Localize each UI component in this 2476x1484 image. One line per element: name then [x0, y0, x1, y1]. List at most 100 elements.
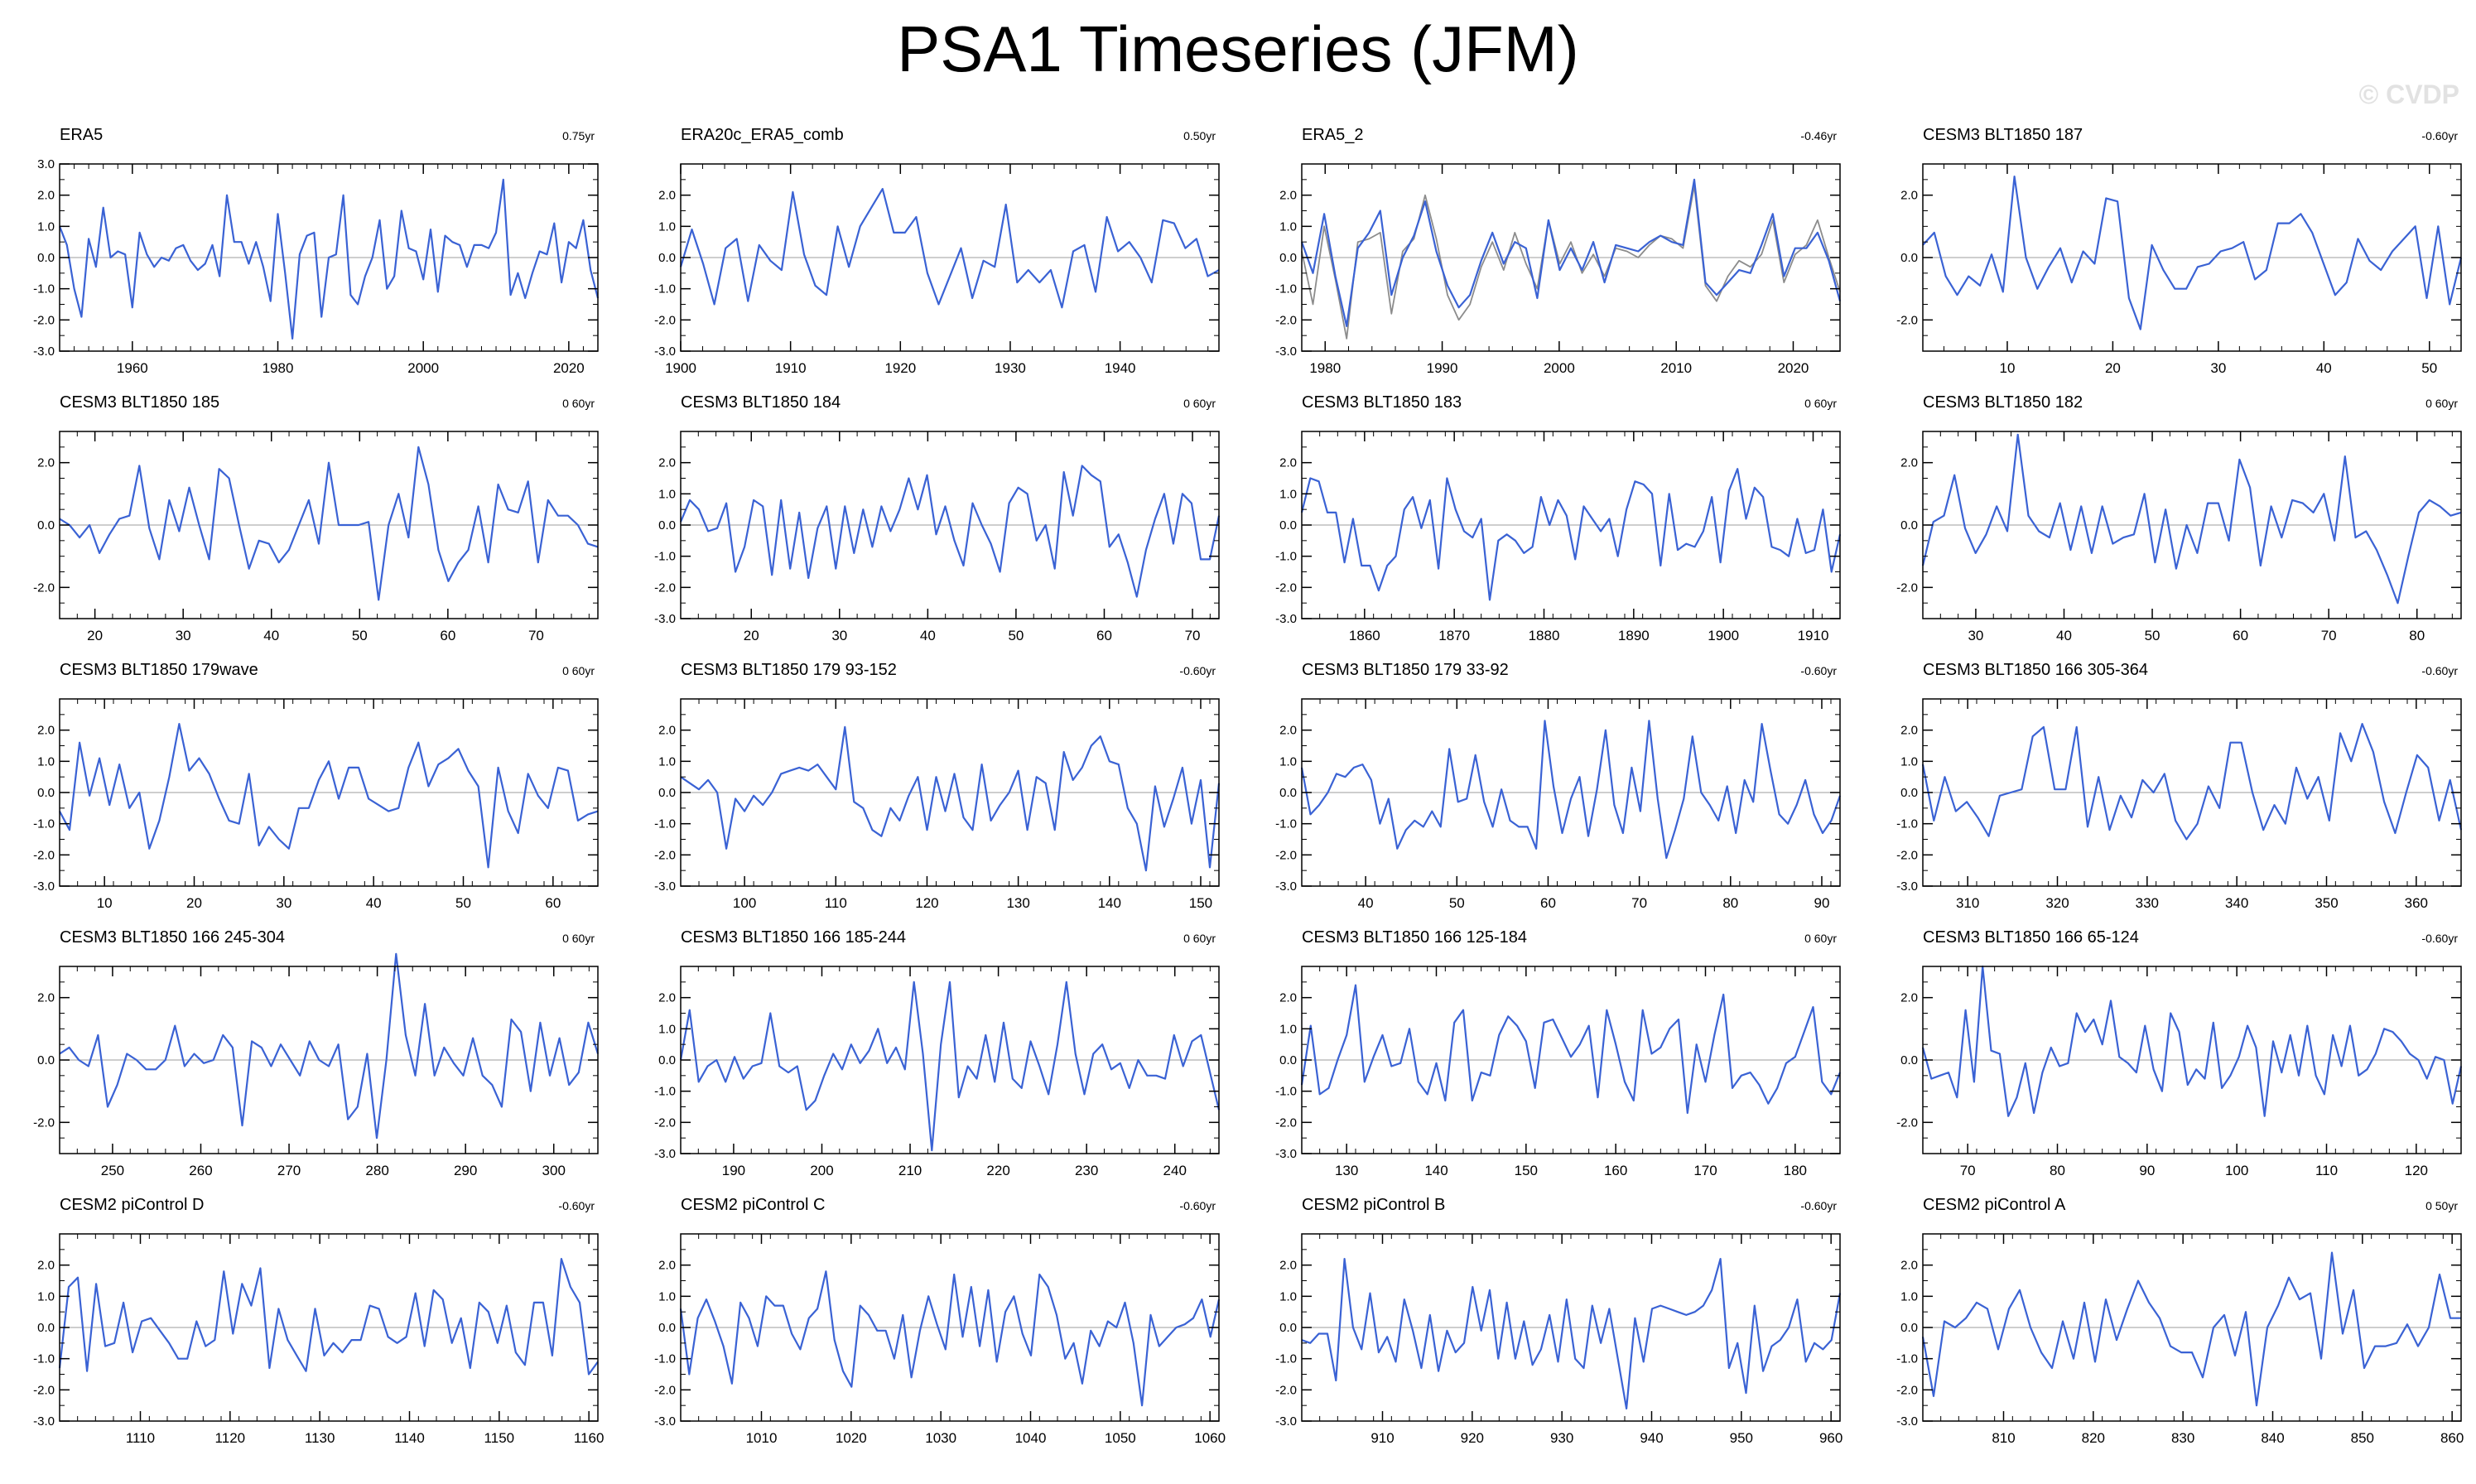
- x-tick-label: 1160: [574, 1430, 605, 1446]
- y-tick-label: -1.0: [1275, 550, 1297, 564]
- y-tick-label: -3.0: [654, 1414, 676, 1429]
- y-tick-label: 1.0: [1279, 487, 1297, 501]
- x-tick-label: 20: [744, 628, 759, 643]
- y-tick-label: 0.0: [1279, 518, 1297, 532]
- x-tick-label: 230: [1075, 1163, 1098, 1178]
- line-chart: 100 110 120 130 140 150 -3.0 -2.0 -1.0 0.0 1.0 2.0: [654, 698, 1221, 911]
- y-tick-label: 2.0: [1900, 189, 1918, 203]
- x-tick-label: 190: [722, 1163, 745, 1178]
- x-tick-label: 40: [2056, 628, 2072, 643]
- line-chart: 250 260 270 280 290 300 -2.0 0.0 2.0: [33, 952, 600, 1178]
- panel-title: CESM2 piControl D: [60, 1196, 205, 1214]
- y-tick-label: -3.0: [1275, 344, 1297, 359]
- y-tick-label: 0.0: [1279, 1321, 1297, 1335]
- trend-label: 0 60yr: [562, 664, 595, 677]
- y-tick-label: 2.0: [37, 1259, 55, 1273]
- x-tick-label: 340: [2225, 895, 2248, 911]
- y-tick-label: 1.0: [1279, 754, 1297, 768]
- y-tick-label: 1.0: [658, 487, 676, 501]
- timeseries-panel: CESM2 piControl A 0 50yr 810 820 830 840 850 86…: [1896, 1194, 2476, 1459]
- y-tick-label: -2.0: [33, 1115, 55, 1130]
- x-tick-label: 2000: [1544, 360, 1575, 376]
- x-tick-label: 1130: [305, 1430, 335, 1446]
- series-line: [1300, 178, 1842, 327]
- line-chart: 10 20 30 40 50 60 -3.0 -2.0 -1.0 0.0 1.0 2.0: [33, 698, 599, 911]
- x-tick-label: 1030: [925, 1430, 956, 1446]
- x-tick-label: 1880: [1529, 628, 1560, 643]
- y-tick-label: -2.0: [33, 1383, 55, 1397]
- y-tick-label: -1.0: [1275, 1352, 1297, 1366]
- y-tick-label: 2.0: [37, 456, 55, 470]
- panel-title: CESM3 BLT1850 179wave: [60, 661, 258, 679]
- y-tick-label: -2.0: [654, 1115, 676, 1130]
- y-tick-label: -2.0: [33, 581, 55, 595]
- timeseries-panel: CESM2 piControl C -0.60yr 1010 1020 1030 1040…: [654, 1194, 1250, 1459]
- x-tick-label: 150: [1189, 895, 1212, 911]
- y-tick-label: 0.0: [1279, 251, 1297, 265]
- trend-label: -0.60yr: [1179, 664, 1216, 677]
- x-tick-label: 150: [1515, 1163, 1538, 1178]
- y-tick-label: 2.0: [37, 724, 55, 738]
- x-tick-label: 80: [1722, 895, 1738, 911]
- y-tick-label: 0.0: [1279, 1053, 1297, 1067]
- x-tick-label: 1050: [1105, 1430, 1136, 1446]
- y-tick-label: 0.0: [37, 786, 55, 800]
- x-tick-label: 20: [186, 895, 202, 911]
- x-tick-label: 90: [2139, 1163, 2155, 1178]
- x-tick-label: 1910: [1798, 628, 1829, 643]
- x-tick-label: 1870: [1438, 628, 1470, 643]
- trend-label: -0.60yr: [1800, 664, 1837, 677]
- x-tick-label: 910: [1370, 1430, 1394, 1446]
- y-tick-label: 0.0: [37, 1053, 55, 1067]
- series-line: [59, 722, 599, 869]
- y-tick-label: 0.0: [37, 518, 55, 532]
- y-tick-label: 0.0: [1279, 786, 1297, 800]
- y-tick-label: 1.0: [1279, 219, 1297, 234]
- x-tick-label: 1150: [484, 1430, 515, 1446]
- panel-title: CESM3 BLT1850 185: [60, 393, 220, 412]
- y-tick-label: 0.0: [1900, 1053, 1918, 1067]
- x-tick-label: 1990: [1427, 360, 1458, 376]
- x-tick-label: 260: [189, 1163, 212, 1178]
- y-tick-label: -3.0: [1896, 879, 1918, 894]
- timeseries-panel: CESM3 BLT1850 183 0 60yr 1860 1870 1880 1890 1…: [1275, 392, 1871, 657]
- x-tick-label: 960: [1819, 1430, 1843, 1446]
- x-tick-label: 1980: [1309, 360, 1341, 376]
- timeseries-panel: CESM3 BLT1850 179wave 0 60yr 10 20 30 40 50 60 -…: [33, 659, 629, 924]
- x-tick-label: 60: [1096, 628, 1112, 643]
- series-line: [679, 1270, 1221, 1407]
- x-tick-label: 120: [915, 895, 938, 911]
- y-tick-label: -1.0: [1275, 817, 1297, 831]
- line-chart: 190 200 210 220 230 240 -3.0 -2.0 -1.0 0.0 1.0 2.0: [654, 966, 1221, 1178]
- x-tick-label: 10: [97, 895, 113, 911]
- y-tick-label: 1.0: [658, 219, 676, 234]
- line-chart: 40 50 60 70 80 90 -3.0 -2.0 -1.0 0.0 1.0 2.0: [1275, 698, 1842, 911]
- x-tick-label: 50: [2421, 360, 2437, 376]
- y-tick-label: -2.0: [654, 848, 676, 862]
- panel-title: CESM3 BLT1850 166 65-124: [1923, 928, 2139, 947]
- line-chart: 1010 1020 1030 1040 1050 1060 -3.0 -2.0 -1.0 0.0 1…: [654, 1233, 1226, 1446]
- y-tick-label: -3.0: [1275, 1414, 1297, 1429]
- y-tick-label: -1.0: [1275, 282, 1297, 296]
- watermark: © CVDP: [2358, 80, 2459, 109]
- y-tick-label: -2.0: [1896, 1115, 1918, 1130]
- y-tick-label: 1.0: [37, 754, 55, 768]
- y-tick-label: 2.0: [1900, 991, 1918, 1005]
- line-chart: 310 320 330 340 350 360 -3.0 -2.0 -1.0 0.0 1.0 2.0: [1896, 698, 2463, 911]
- x-tick-label: 1960: [117, 360, 148, 376]
- y-tick-label: -2.0: [654, 581, 676, 595]
- line-chart: 810 820 830 840 850 860 -3.0 -2.0 -1.0 0.0 1.0 2.0: [1896, 1233, 2464, 1446]
- x-tick-label: 1920: [884, 360, 916, 376]
- line-chart: 20 30 40 50 60 70 -3.0 -2.0 -1.0 0.0 1.0 2.0: [654, 431, 1221, 643]
- trend-label: -0.60yr: [2421, 932, 2458, 945]
- x-tick-label: 20: [87, 628, 103, 643]
- series-line: [679, 187, 1220, 309]
- y-tick-label: 0.0: [658, 251, 676, 265]
- line-chart: 910 920 930 940 950 960 -3.0 -2.0 -1.0 0.0 1.0 2.0: [1275, 1233, 1843, 1446]
- x-tick-label: 70: [528, 628, 544, 643]
- x-tick-label: 80: [2409, 628, 2425, 643]
- trend-label: 0 60yr: [562, 932, 595, 945]
- trend-label: 0 60yr: [1804, 932, 1837, 945]
- timeseries-panel: CESM3 BLT1850 187 -0.60yr 10 20 30 40 50 -2.0 0.…: [1896, 124, 2476, 389]
- y-tick-label: 2.0: [1279, 724, 1297, 738]
